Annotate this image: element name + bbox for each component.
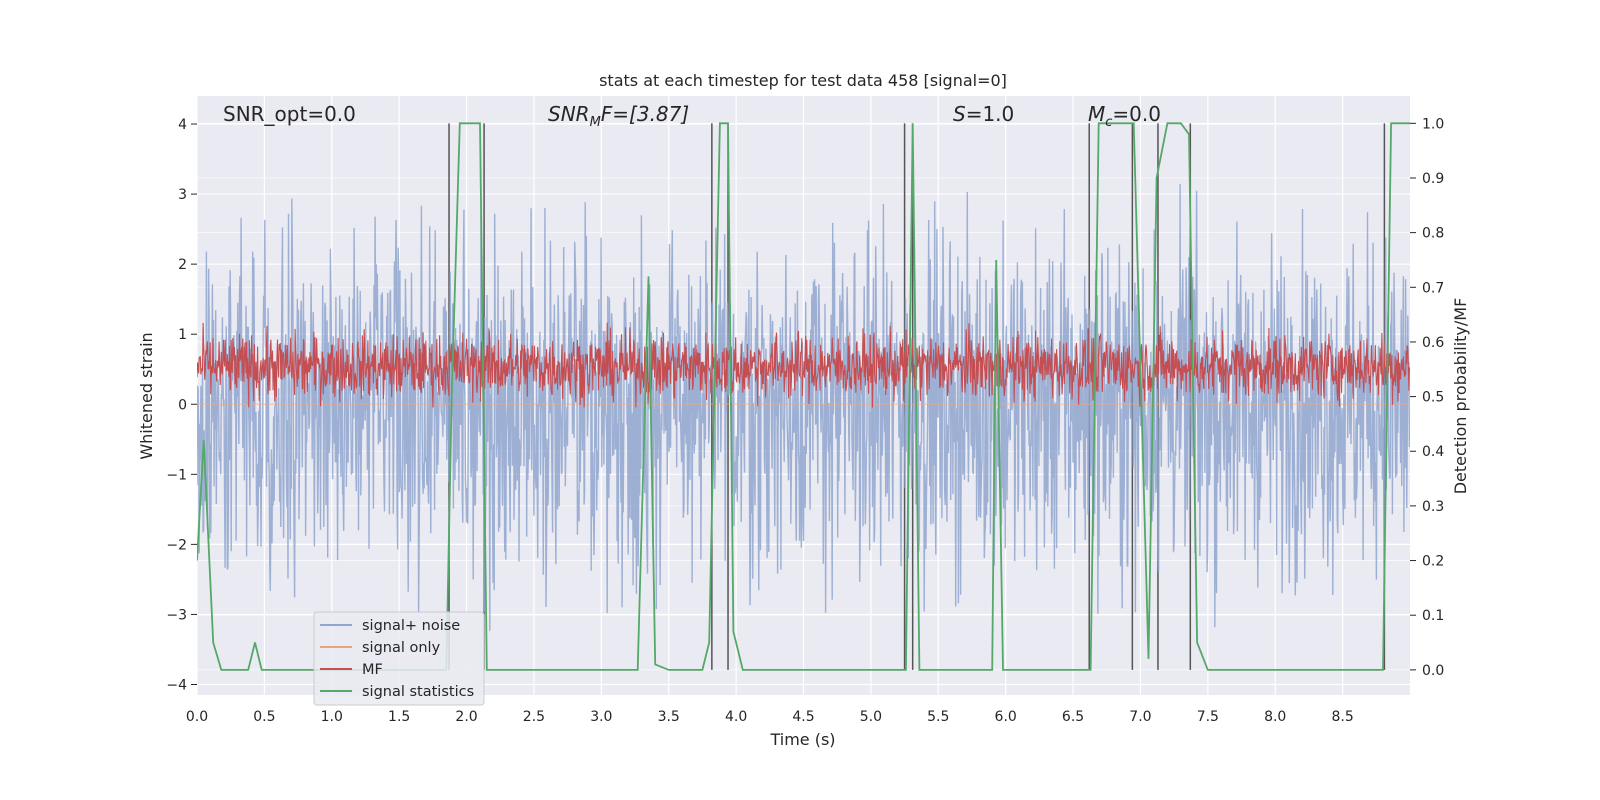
y-tick-label: −4 bbox=[166, 677, 187, 693]
y2-tick-label: 0.0 bbox=[1422, 663, 1444, 679]
y-axis-right: 0.0 0.1 0.2 0.3 0.4 0.5 0.6 0.7 0.8 0.9 1.0 bbox=[1410, 116, 1444, 679]
legend: signal+ noise signal only MF signal stat… bbox=[313, 611, 485, 706]
x-tick-label: 1.0 bbox=[321, 709, 343, 725]
annot-mc: Mc=0.0 bbox=[1088, 102, 1161, 130]
y2-tick-label: 0.9 bbox=[1422, 171, 1444, 187]
legend-box bbox=[313, 611, 485, 706]
x-tick-label: 4.5 bbox=[792, 709, 814, 725]
y-tick-label: −3 bbox=[166, 607, 187, 623]
series-mf bbox=[197, 322, 1410, 408]
x-axis: 0.0 0.5 1.0 1.5 2.0 2.5 3.0 3.5 4.0 4.5 5.0 5.5 6.0 6… bbox=[186, 709, 1354, 725]
series-group bbox=[197, 122, 1410, 671]
y-tick-label: 3 bbox=[178, 187, 187, 203]
y2-tick-label: 0.5 bbox=[1422, 390, 1444, 406]
x-tick-label: 3.5 bbox=[658, 709, 680, 725]
x-tick-label: 6.0 bbox=[995, 709, 1017, 725]
x-axis-label: Time (s) bbox=[769, 730, 835, 749]
y-tick-label: 2 bbox=[178, 257, 187, 273]
x-tick-label: 4.0 bbox=[725, 709, 747, 725]
chart-title: stats at each timestep for test data 458… bbox=[599, 71, 1007, 90]
x-tick-label: 0.0 bbox=[186, 709, 208, 725]
x-tick-label: 8.0 bbox=[1264, 709, 1286, 725]
y-axis-left: −4 −3 −2 −1 0 1 2 3 4 bbox=[166, 117, 197, 693]
annot-snr-mf: SNRMF=[3.87] bbox=[548, 102, 689, 130]
x-tick-label: 6.5 bbox=[1062, 709, 1084, 725]
y-tick-label: 4 bbox=[178, 117, 187, 133]
x-tick-label: 0.5 bbox=[253, 709, 275, 725]
x-tick-label: 8.5 bbox=[1331, 709, 1353, 725]
legend-label-signal-noise: signal+ noise bbox=[362, 618, 460, 634]
y2-tick-label: 0.8 bbox=[1422, 226, 1444, 242]
y-tick-label: 1 bbox=[178, 327, 187, 343]
legend-label-signal-only: signal only bbox=[362, 640, 441, 656]
y2-tick-label: 0.6 bbox=[1422, 335, 1444, 351]
y2-tick-label: 0.1 bbox=[1422, 608, 1444, 624]
y2-tick-label: 0.2 bbox=[1422, 554, 1444, 570]
x-tick-label: 5.5 bbox=[927, 709, 949, 725]
x-tick-label: 5.0 bbox=[860, 709, 882, 725]
y-tick-label: 0 bbox=[178, 397, 187, 413]
y2-tick-label: 1.0 bbox=[1422, 116, 1444, 132]
y-tick-label: −2 bbox=[166, 537, 187, 553]
x-tick-label: 2.5 bbox=[523, 709, 545, 725]
y2-tick-label: 0.4 bbox=[1422, 444, 1444, 460]
y2-tick-label: 0.3 bbox=[1422, 499, 1444, 515]
annot-snr-opt: SNR_opt=0.0 bbox=[223, 102, 356, 126]
annotations: SNR_opt=0.0 SNRMF=[3.87] S=1.0 Mc=0.0 bbox=[223, 102, 1161, 130]
y2-tick-label: 0.7 bbox=[1422, 280, 1444, 296]
y-tick-label: −1 bbox=[166, 467, 187, 483]
y-axis-label: Whitened strain bbox=[137, 332, 156, 459]
x-tick-label: 1.5 bbox=[388, 709, 410, 725]
x-tick-label: 7.5 bbox=[1197, 709, 1219, 725]
x-tick-label: 2.0 bbox=[455, 709, 477, 725]
y2-axis-label: Detection probability/MF bbox=[1451, 298, 1470, 495]
annot-s: S=1.0 bbox=[953, 102, 1014, 126]
series-signal-noise bbox=[197, 184, 1410, 631]
x-tick-label: 7.0 bbox=[1129, 709, 1151, 725]
x-tick-label: 3.0 bbox=[590, 709, 612, 725]
legend-label-mf: MF bbox=[362, 662, 383, 678]
legend-label-signal-statistics: signal statistics bbox=[362, 684, 474, 700]
